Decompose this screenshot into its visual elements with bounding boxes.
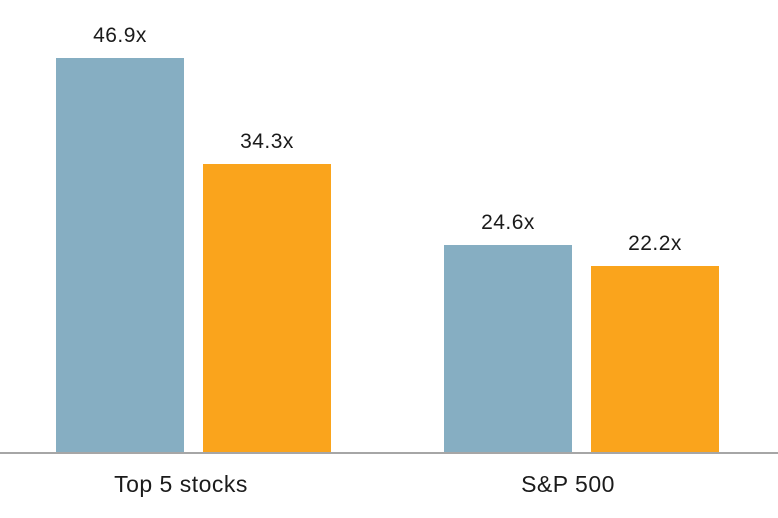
category-label-top-5-stocks: Top 5 stocks — [114, 471, 248, 497]
bar-blue-series-s-p-500 — [444, 245, 572, 452]
bar-orange-series-s-p-500 — [591, 266, 719, 452]
value-label-blue-series-1: 24.6x — [481, 210, 535, 234]
category-label-sp-500: S&P 500 — [521, 471, 615, 497]
value-label-orange-series-0: 34.3x — [240, 129, 294, 153]
bar-blue-series-top-5-stocks — [56, 58, 184, 452]
value-label-blue-series-0: 46.9x — [93, 23, 147, 47]
bar-orange-series-top-5-stocks — [203, 164, 331, 452]
value-label-orange-series-1: 22.2x — [628, 231, 682, 255]
x-axis-line — [0, 452, 778, 454]
